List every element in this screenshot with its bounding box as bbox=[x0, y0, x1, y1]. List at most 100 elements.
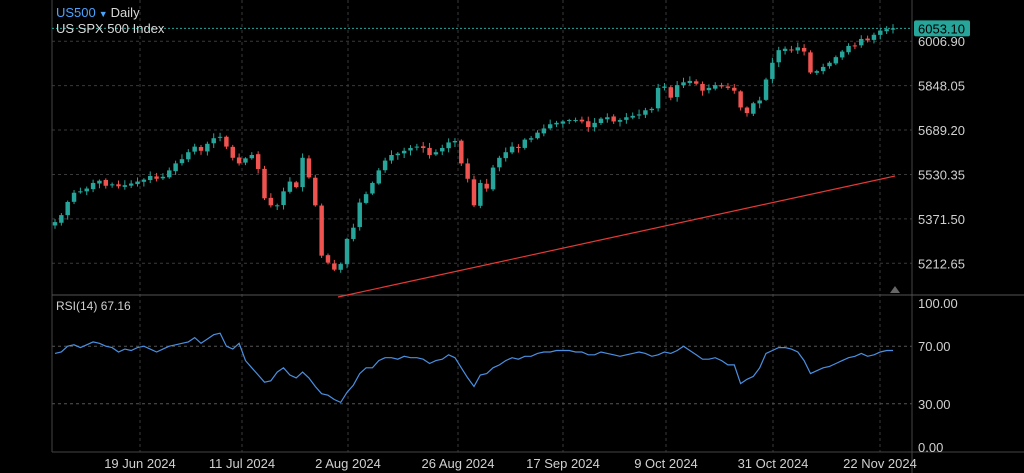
candle-body-101 bbox=[693, 81, 699, 84]
candle-body-92 bbox=[636, 114, 642, 116]
candle-body-66 bbox=[471, 179, 477, 206]
candle-body-61 bbox=[440, 148, 445, 152]
price-tick-0: 6006.90 bbox=[918, 34, 965, 49]
price-tick-3: 5530.35 bbox=[918, 167, 965, 182]
rsi-value: 67.16 bbox=[100, 299, 131, 313]
candle-body-84 bbox=[586, 121, 591, 128]
rsi-tick-2: 30.00 bbox=[918, 397, 951, 412]
rsi-series bbox=[54, 332, 893, 404]
scroll-marker-icon bbox=[890, 286, 900, 293]
candle-body-18 bbox=[167, 170, 172, 178]
instrument-name: US SPX 500 Index bbox=[56, 21, 165, 36]
candle-body-105 bbox=[719, 85, 724, 87]
candle-body-4 bbox=[78, 191, 83, 193]
candle-body-11 bbox=[122, 185, 128, 187]
candle-body-90 bbox=[624, 117, 629, 120]
candle-body-5 bbox=[84, 188, 89, 192]
candle-body-16 bbox=[154, 176, 159, 179]
candle-body-88 bbox=[611, 116, 616, 122]
candle-body-42 bbox=[319, 205, 324, 256]
candle-body-121 bbox=[820, 66, 826, 72]
candle-body-73 bbox=[516, 146, 521, 149]
candle-body-22 bbox=[192, 146, 197, 152]
candle-body-58 bbox=[420, 146, 426, 149]
candle-body-119 bbox=[808, 52, 813, 73]
candle-body-91 bbox=[630, 115, 635, 118]
rsi-line bbox=[54, 332, 893, 404]
rsi-tick-3: 0.00 bbox=[918, 440, 943, 455]
price-tick-4: 5371.50 bbox=[918, 212, 965, 227]
candle-body-122 bbox=[827, 62, 832, 67]
candle-body-80 bbox=[560, 121, 566, 124]
candle-body-93 bbox=[643, 110, 648, 115]
candle-body-77 bbox=[541, 128, 547, 134]
candle-body-30 bbox=[243, 158, 248, 163]
interval-label[interactable]: Daily bbox=[110, 5, 140, 20]
candle-body-41 bbox=[313, 177, 318, 206]
candle-body-85 bbox=[592, 122, 597, 128]
candle-body-106 bbox=[725, 86, 731, 88]
current-price-badge bbox=[914, 20, 970, 37]
candle-body-37 bbox=[287, 181, 293, 192]
candle-body-7 bbox=[97, 180, 102, 184]
current-price-text: 6053.10 bbox=[918, 21, 965, 36]
candle-body-48 bbox=[357, 202, 362, 227]
candle-body-49 bbox=[363, 194, 369, 203]
candle-body-36 bbox=[281, 191, 286, 205]
candle-body-86 bbox=[598, 118, 604, 123]
candle-body-130 bbox=[878, 30, 883, 35]
candle-body-107 bbox=[732, 87, 737, 91]
candle-body-39 bbox=[300, 157, 305, 188]
candle-body-9 bbox=[109, 184, 115, 186]
candle-body-24 bbox=[205, 143, 210, 152]
rsi-tick-1: 70.00 bbox=[918, 339, 951, 354]
candle-body-8 bbox=[103, 179, 109, 186]
trendline[interactable] bbox=[337, 175, 896, 298]
candle-body-126 bbox=[852, 45, 858, 47]
candle-body-111 bbox=[757, 100, 762, 104]
price-tick-2: 5689.20 bbox=[918, 123, 965, 138]
candle-body-47 bbox=[351, 227, 356, 239]
candle-body-19 bbox=[173, 163, 178, 172]
candle-body-108 bbox=[738, 91, 743, 108]
time-tick-2: 2 Aug 2024 bbox=[315, 456, 381, 471]
candle-body-70 bbox=[497, 157, 502, 168]
candle-body-124 bbox=[839, 51, 845, 58]
candle-body-120 bbox=[814, 71, 820, 73]
candle-body-20 bbox=[179, 159, 185, 164]
candle-body-102 bbox=[700, 83, 705, 91]
trendline-segment bbox=[337, 175, 896, 298]
candle-body-55 bbox=[401, 150, 407, 154]
candle-body-53 bbox=[389, 155, 394, 161]
candle-body-60 bbox=[433, 152, 439, 155]
candle-body-26 bbox=[217, 136, 223, 138]
candle-body-132 bbox=[890, 28, 896, 30]
candle-body-129 bbox=[871, 34, 877, 40]
candle-body-63 bbox=[452, 141, 458, 143]
candle-body-64 bbox=[459, 140, 464, 164]
candle-body-72 bbox=[509, 146, 515, 153]
candle-body-99 bbox=[681, 82, 686, 86]
time-tick-3: 26 Aug 2024 bbox=[421, 456, 494, 471]
candle-body-94 bbox=[649, 108, 654, 111]
candle-body-52 bbox=[382, 160, 388, 171]
candle-body-116 bbox=[789, 49, 794, 51]
candle-body-115 bbox=[782, 48, 788, 51]
time-tick-7: 22 Nov 2024 bbox=[843, 456, 917, 471]
candle-body-44 bbox=[332, 263, 337, 270]
candle-body-65 bbox=[465, 163, 470, 179]
symbol-label[interactable]: US500 bbox=[56, 5, 96, 20]
candle-body-100 bbox=[687, 80, 693, 84]
candle-body-76 bbox=[535, 132, 540, 139]
price-tick-5: 5212.65 bbox=[918, 256, 965, 271]
candle-body-127 bbox=[859, 38, 864, 46]
symbol-header[interactable]: US500 ▼ Daily bbox=[56, 5, 140, 20]
candle-body-29 bbox=[236, 157, 242, 164]
candle-body-81 bbox=[567, 120, 572, 122]
candle-body-95 bbox=[655, 87, 661, 109]
dropdown-caret-icon[interactable]: ▼ bbox=[98, 9, 108, 19]
candle-body-103 bbox=[706, 87, 712, 91]
rsi-label: RSI(14) 67.16 bbox=[56, 299, 131, 313]
